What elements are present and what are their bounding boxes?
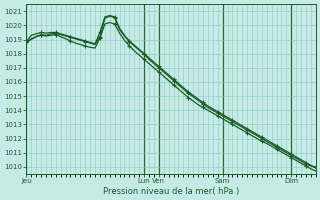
X-axis label: Pression niveau de la mer( hPa ): Pression niveau de la mer( hPa ) xyxy=(103,187,239,196)
